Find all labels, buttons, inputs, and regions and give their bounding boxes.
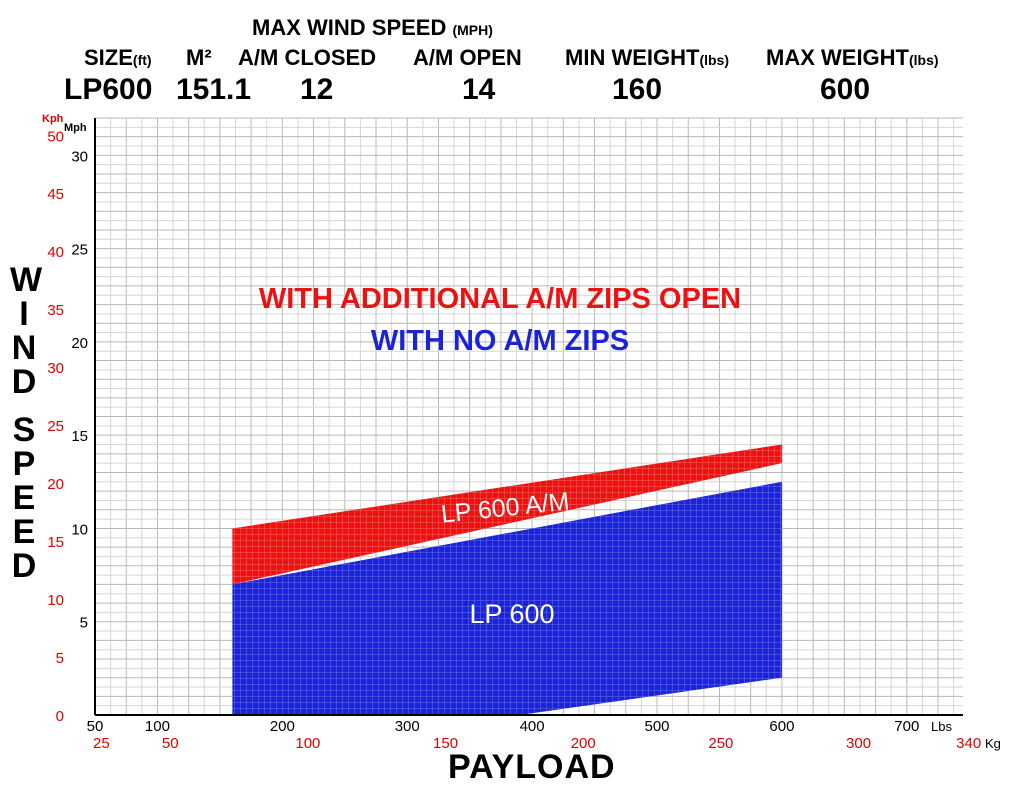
y-unit-kph: Kph — [42, 113, 64, 125]
series-area-texture — [232, 481, 782, 715]
x-tick-lbs: 300 — [395, 718, 420, 735]
y-tick-kph: 20 — [47, 476, 64, 493]
x-unit-lbs: Lbs — [931, 719, 952, 734]
annotation-no-zips: WITH NO A/M ZIPS — [371, 325, 629, 357]
x-tick-kg: 150 — [433, 735, 458, 752]
max-weight-label: MAX WEIGHT — [766, 45, 909, 70]
x-tick-kg: 100 — [295, 735, 320, 752]
x-tick-kg: 250 — [708, 735, 733, 752]
x-tick-kg: 200 — [571, 735, 596, 752]
y-tick-kph: 40 — [47, 244, 64, 261]
y-tick-kph: 25 — [47, 418, 64, 435]
header-label-am-open: A/M OPEN — [413, 45, 522, 71]
max-weight-unit: (lbs) — [909, 52, 939, 68]
y-axis-title-letter: E — [12, 479, 36, 517]
header-value-am-open: 14 — [462, 73, 496, 106]
x-tick-lbs: 50 — [87, 718, 104, 735]
header-value-min-weight: 160 — [612, 73, 663, 106]
y-tick-mph: 30 — [71, 148, 88, 165]
y-tick-kph: 0 — [56, 708, 64, 725]
header-label-m2: M² — [186, 45, 212, 71]
y-tick-kph: 30 — [47, 360, 64, 377]
am-closed-label: A/M CLOSED — [238, 45, 377, 70]
y-tick-mph: 10 — [71, 521, 88, 538]
x-tick-lbs: 400 — [520, 718, 545, 735]
y-tick-mph: 5 — [80, 615, 88, 632]
header-title-text: MAX WIND SPEED — [252, 15, 447, 40]
x-tick-lbs: 600 — [769, 718, 794, 735]
min-weight-label: MIN WEIGHT — [565, 45, 700, 70]
x-tick-lbs: 500 — [644, 718, 669, 735]
y-axis-title-letter: D — [11, 363, 37, 401]
m2-label: M² — [186, 45, 212, 70]
y-tick-kph: 50 — [47, 128, 64, 145]
header-title: MAX WIND SPEED (MPH) — [252, 15, 493, 41]
annotation-zips-open: WITH ADDITIONAL A/M ZIPS OPEN — [259, 283, 741, 315]
y-tick-kph: 45 — [47, 186, 64, 203]
series-label-lp600: LP 600 — [469, 599, 554, 629]
header-label-min-weight: MIN WEIGHT(lbs) — [565, 45, 729, 71]
y-tick-kph: 10 — [47, 592, 64, 609]
y-axis-title-letter: S — [12, 411, 36, 449]
y-tick-mph: 15 — [71, 428, 88, 445]
y-tick-mph: 20 — [71, 335, 88, 352]
header-value-m2: 151.1 — [176, 73, 252, 106]
y-axis-title-letter: I — [19, 295, 29, 333]
y-axis-title-letter: N — [11, 329, 37, 367]
header-value-size: LP600 — [64, 73, 153, 106]
header-value-am-closed: 12 — [300, 73, 334, 106]
y-tick-kph: 5 — [56, 650, 64, 667]
y-tick-mph: 25 — [71, 242, 88, 259]
y-tick-kph: 15 — [47, 534, 64, 551]
am-open-label: A/M OPEN — [413, 45, 522, 70]
header-label-max-weight: MAX WEIGHT(lbs) — [766, 45, 939, 71]
y-axis-title-letter: D — [11, 547, 37, 585]
size-unit: (ft) — [132, 52, 152, 68]
y-unit-mph: Mph — [64, 122, 87, 134]
y-axis-title-letter: E — [12, 513, 36, 551]
x-tick-kg: 25 — [93, 735, 110, 752]
min-weight-unit: (lbs) — [699, 52, 729, 68]
y-axis-title-letter: P — [12, 445, 36, 483]
y-tick-kph: 35 — [47, 302, 64, 319]
header-title-unit: (MPH) — [452, 22, 493, 38]
x-tick-lbs: 100 — [145, 718, 170, 735]
x-unit-kg: Kg — [985, 736, 1001, 751]
header-value-max-weight: 600 — [820, 73, 871, 106]
size-label: SIZE — [84, 45, 133, 70]
x-tick-kg: 340 — [956, 735, 981, 752]
series-area-texture — [232, 444, 782, 585]
x-tick-kg: 50 — [162, 735, 179, 752]
x-axis-title: PAYLOAD — [448, 748, 616, 786]
x-tick-lbs: 700 — [894, 718, 919, 735]
y-axis-title-letter: W — [10, 261, 43, 299]
header-label-am-closed: A/M CLOSED — [238, 45, 376, 71]
x-tick-lbs: 200 — [270, 718, 295, 735]
header-label-size: SIZE(ft) — [84, 45, 152, 71]
x-tick-kg: 300 — [846, 735, 871, 752]
